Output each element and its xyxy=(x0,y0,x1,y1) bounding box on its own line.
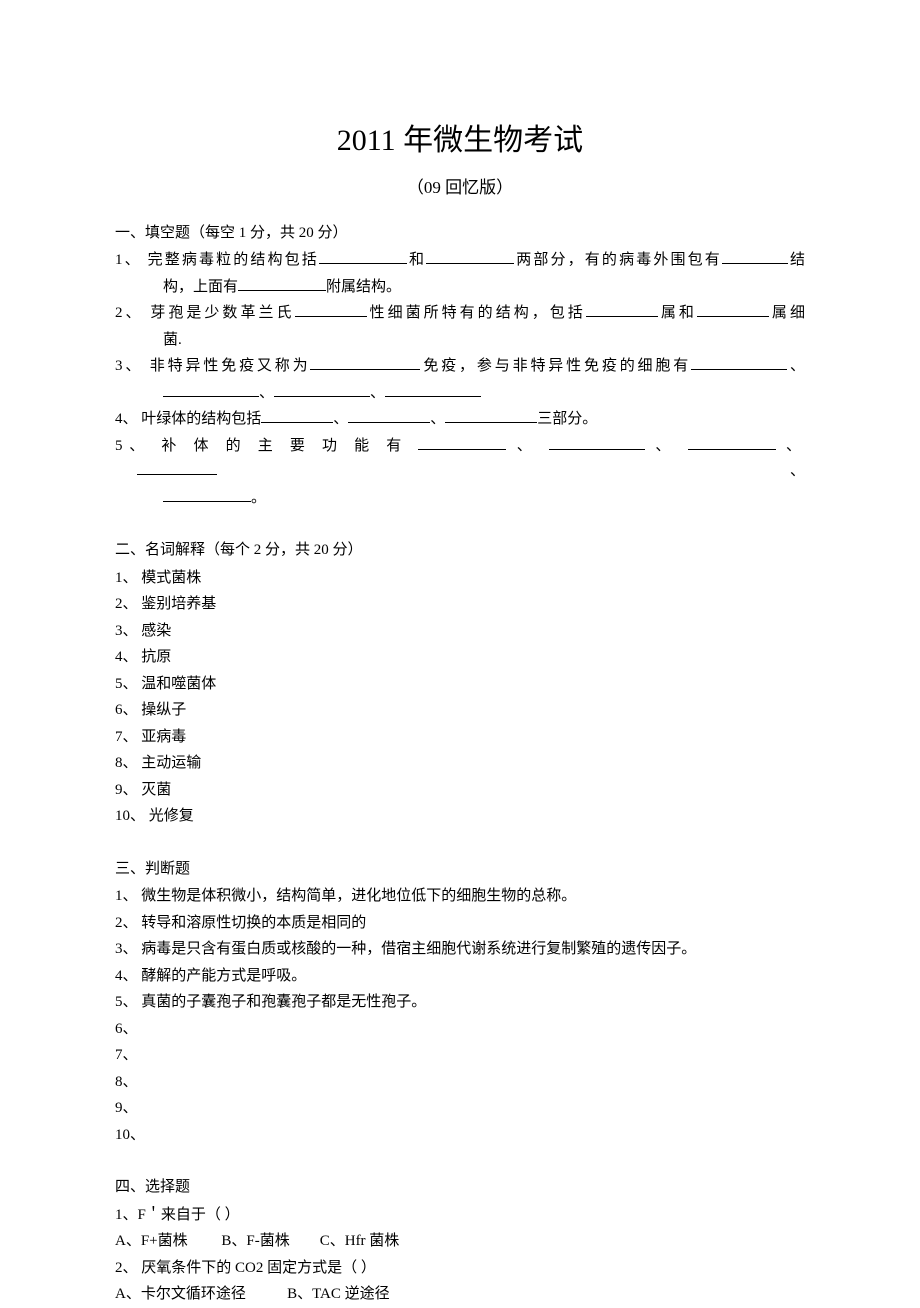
sep: 、 xyxy=(506,438,549,454)
s4-q1-opts: A、F+菌株 B、F-菌株 C、Hfr 菌株 xyxy=(115,1229,805,1255)
blank xyxy=(418,449,506,450)
sep: 、 xyxy=(430,411,445,427)
blank xyxy=(137,474,217,475)
q2-line1: 2、 芽孢是少数革兰氏 性细菌所特有的结构，包括 属和 属细 xyxy=(115,301,805,327)
s3-item: 4、 酵解的产能方式是呼吸。 xyxy=(115,964,805,990)
s3-item: 3、 病毒是只含有蛋白质或核酸的一种，借宿主细胞代谢系统进行复制繁殖的遗传因子。 xyxy=(115,937,805,963)
q1-prefix: 1、 完整病毒粒的结构包括 xyxy=(115,252,319,268)
section2-heading: 二、名词解释（每个 2 分，共 20 分） xyxy=(115,538,805,564)
page-subtitle: （09 回忆版） xyxy=(115,174,805,203)
blank xyxy=(163,501,251,502)
sep: 、 xyxy=(217,463,805,479)
q3-mid: 免疫，参与非特异性免疫的细胞有 xyxy=(420,358,691,374)
q1-line1: 1、 完整病毒粒的结构包括 和 两部分，有的病毒外围包有 结 xyxy=(115,248,805,274)
s2-item: 2、 鉴别培养基 xyxy=(115,592,805,618)
q2-mid2: 属和 xyxy=(658,305,697,321)
q3-suffix: 、 xyxy=(787,358,805,374)
blank xyxy=(688,449,776,450)
q1-mid1: 和 xyxy=(407,252,426,268)
q1-line2-prefix: 构，上面有 xyxy=(163,279,238,295)
blank xyxy=(261,422,333,423)
q5-line2: 。 xyxy=(115,486,805,512)
s2-item: 10、 光修复 xyxy=(115,804,805,830)
q4-suffix: 三部分。 xyxy=(537,411,597,427)
s4-q1: 1、F＇来自于（ ） xyxy=(115,1203,805,1229)
q3-line2: 、、 xyxy=(115,381,805,407)
blank xyxy=(445,422,537,423)
s2-item: 5、 温和噬菌体 xyxy=(115,672,805,698)
sep: 、 xyxy=(259,385,274,401)
blank xyxy=(426,263,514,264)
q5-prefix: 5、 补 体 的 主 要 功 能 有 xyxy=(115,438,418,454)
section1-heading: 一、填空题（每空 1 分，共 20 分） xyxy=(115,221,805,247)
s3-item: 10、 xyxy=(115,1123,805,1149)
s3-item: 6、 xyxy=(115,1017,805,1043)
blank xyxy=(348,422,430,423)
blank xyxy=(238,290,326,291)
s2-item: 3、 感染 xyxy=(115,619,805,645)
q2-suffix: 属细 xyxy=(769,305,805,321)
s3-item: 1、 微生物是体积微小，结构简单，进化地位低下的细胞生物的总称。 xyxy=(115,884,805,910)
q1-suffix: 结 xyxy=(788,252,805,268)
q3-prefix: 3、 非特异性免疫又称为 xyxy=(115,358,310,374)
blank xyxy=(697,316,769,317)
sep: 、 xyxy=(776,438,805,454)
q5-line2-suffix: 。 xyxy=(251,490,266,506)
s3-item: 5、 真菌的子囊孢子和孢囊孢子都是无性孢子。 xyxy=(115,990,805,1016)
blank xyxy=(295,316,367,317)
q2-line2: 菌. xyxy=(115,328,805,354)
s3-item: 9、 xyxy=(115,1096,805,1122)
s2-item: 4、 抗原 xyxy=(115,645,805,671)
s2-item: 9、 灭菌 xyxy=(115,778,805,804)
blank xyxy=(310,369,420,370)
blank xyxy=(586,316,658,317)
section3-heading: 三、判断题 xyxy=(115,857,805,883)
s3-item: 2、 转导和溶原性切换的本质是相同的 xyxy=(115,911,805,937)
s4-q2-opts: A、卡尔文循环途径 B、TAC 逆途径 xyxy=(115,1282,805,1308)
q5-line1: 5、 补 体 的 主 要 功 能 有 、 、 、 、 xyxy=(115,434,805,485)
blank xyxy=(163,396,259,397)
q4-prefix: 4、 叶绿体的结构包括 xyxy=(115,411,261,427)
s3-item: 8、 xyxy=(115,1070,805,1096)
blank xyxy=(385,396,481,397)
s2-item: 6、 操纵子 xyxy=(115,698,805,724)
s2-item: 1、 模式菌株 xyxy=(115,566,805,592)
blank xyxy=(691,369,787,370)
s2-item: 8、 主动运输 xyxy=(115,751,805,777)
blank xyxy=(722,263,788,264)
q4-line1: 4、 叶绿体的结构包括 、 、 三部分。 xyxy=(115,407,805,433)
q2-prefix: 2、 芽孢是少数革兰氏 xyxy=(115,305,295,321)
q3-line1: 3、 非特异性免疫又称为 免疫，参与非特异性免疫的细胞有 、 xyxy=(115,354,805,380)
q2-mid1: 性细菌所特有的结构，包括 xyxy=(367,305,586,321)
q1-line2: 构，上面有 附属结构。 xyxy=(115,275,805,301)
blank xyxy=(549,449,645,450)
sep: 、 xyxy=(645,438,688,454)
blank xyxy=(274,396,370,397)
s2-item: 7、 亚病毒 xyxy=(115,725,805,751)
q1-mid2: 两部分，有的病毒外围包有 xyxy=(514,252,722,268)
s4-q2: 2、 厌氧条件下的 CO2 固定方式是（ ） xyxy=(115,1256,805,1282)
page-title: 2011 年微生物考试 xyxy=(115,115,805,166)
q1-line2-suffix: 附属结构。 xyxy=(326,279,401,295)
sep: 、 xyxy=(333,411,348,427)
sep: 、 xyxy=(370,385,385,401)
section4-heading: 四、选择题 xyxy=(115,1175,805,1201)
blank xyxy=(319,263,407,264)
s3-item: 7、 xyxy=(115,1043,805,1069)
